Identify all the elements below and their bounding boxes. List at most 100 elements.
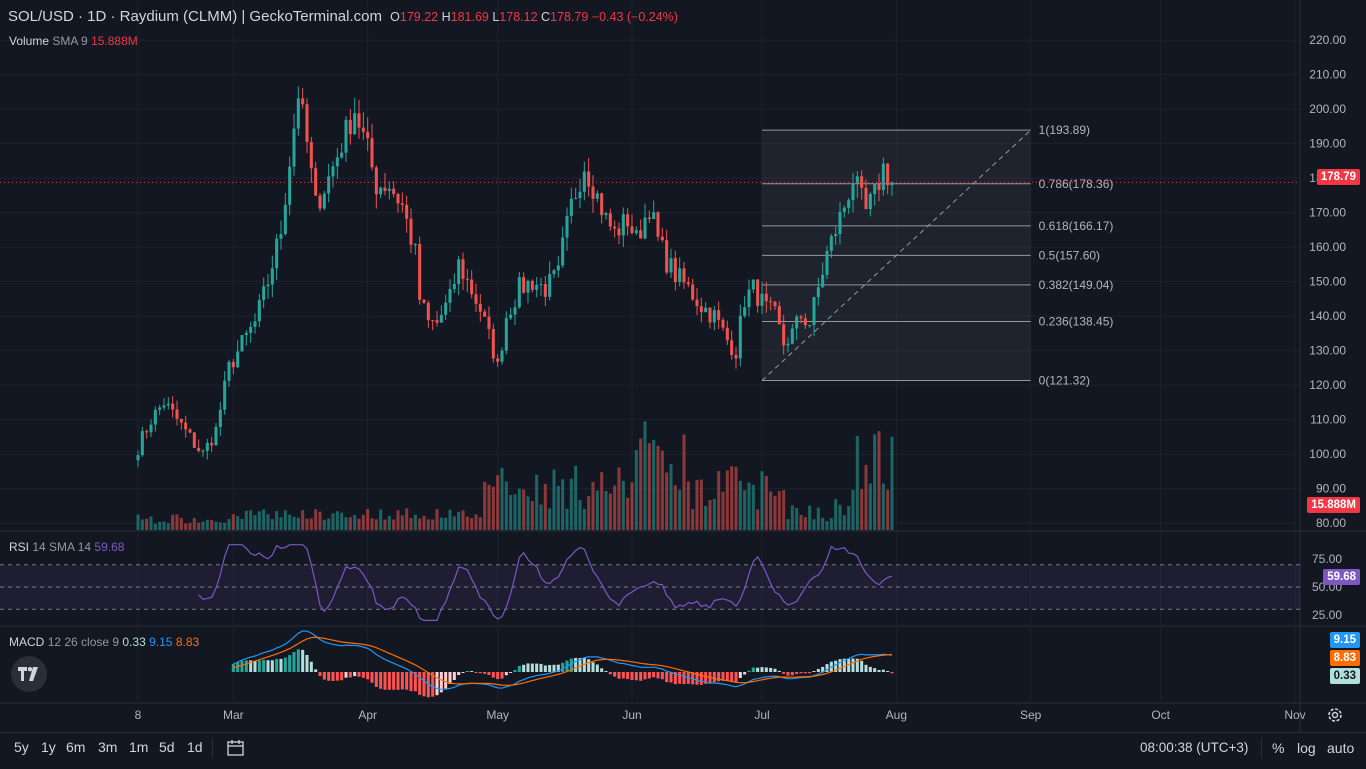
volume-bar <box>829 518 833 530</box>
timeframe-3m[interactable]: 3m <box>98 739 118 755</box>
candle-body <box>136 455 140 461</box>
volume-bar <box>231 514 235 530</box>
candle-body <box>743 307 747 316</box>
candle-body <box>868 194 872 210</box>
macd-histogram-bar <box>422 672 426 697</box>
macd-histogram-bar <box>491 672 495 678</box>
time-tick-label: Jul <box>754 708 769 722</box>
ohlc-readout: O179.22 H181.69 L178.12 C178.79 −0.43 (−… <box>390 10 678 24</box>
auto-scale-toggle[interactable]: auto <box>1327 740 1355 756</box>
candle-body <box>426 302 430 321</box>
candle-body <box>838 211 842 235</box>
chart-grid <box>0 0 1366 732</box>
candle-body <box>171 403 175 410</box>
macd-histogram-bar <box>682 672 686 685</box>
candle-body <box>305 104 309 142</box>
macd-histogram-bar <box>786 672 790 676</box>
macd-line-tag: 8.83 <box>1329 650 1360 666</box>
volume-bar <box>773 495 777 530</box>
macd-histogram-bar <box>743 672 747 675</box>
timeframe-5y[interactable]: 5y <box>14 739 29 755</box>
utc-clock[interactable]: 08:00:38 (UTC+3) <box>1140 740 1249 755</box>
candle-body <box>773 301 777 307</box>
macd-histogram-bar <box>387 672 391 690</box>
volume-bar <box>591 481 595 530</box>
volume-bar <box>647 443 651 530</box>
volume-bar <box>296 517 300 530</box>
volume-bar <box>257 511 261 530</box>
candle-body <box>487 316 491 329</box>
timeframe-5d[interactable]: 5d <box>159 739 175 755</box>
volume-bar <box>769 491 773 530</box>
candle-body <box>214 426 218 446</box>
candle-body <box>526 280 530 293</box>
candle-body <box>387 188 391 191</box>
price-tick-label: 100.00 <box>1309 447 1346 461</box>
volume-bar <box>517 488 521 530</box>
candle-body <box>188 429 192 433</box>
macd-params: 12 26 close 9 <box>47 635 120 649</box>
volume-bar <box>188 522 192 530</box>
volume-bar <box>227 519 231 530</box>
macd-histogram-bar <box>452 672 456 680</box>
log-scale-toggle[interactable]: log <box>1297 740 1316 756</box>
macd-histogram-bar <box>751 667 755 672</box>
tradingview-logo[interactable] <box>11 656 47 692</box>
percent-scale-toggle[interactable]: % <box>1272 740 1285 756</box>
timeframe-1y[interactable]: 1y <box>41 739 56 755</box>
volume-bar <box>292 516 296 530</box>
macd-histogram-bar <box>396 672 400 690</box>
rsi-legend[interactable]: RSI 14 SMA 14 59.68 <box>9 540 124 554</box>
volume-bar <box>751 484 755 530</box>
rsi-tick-label: 25.00 <box>1312 608 1342 622</box>
settings-gear-icon[interactable] <box>1326 706 1344 729</box>
candle-body <box>873 183 877 195</box>
candle-body <box>140 431 144 456</box>
candle-body <box>552 270 556 275</box>
volume-bar <box>630 482 634 530</box>
volume-legend[interactable]: Volume SMA 9 15.888M <box>9 34 138 48</box>
open-value: 179.22 <box>399 10 439 24</box>
candle-body <box>643 217 647 239</box>
candle-body <box>829 236 833 252</box>
volume-bar <box>409 517 413 530</box>
volume-bar <box>725 470 729 530</box>
volume-bar <box>301 510 305 530</box>
candle-body <box>227 361 231 381</box>
macd-legend[interactable]: MACD 12 26 close 9 0.33 9.15 8.83 <box>9 635 199 649</box>
macd-histogram-bar <box>331 672 335 681</box>
volume-bar <box>569 478 573 530</box>
candle-body <box>370 138 374 168</box>
volume-bar <box>678 489 682 530</box>
macd-histogram-bar <box>864 664 868 672</box>
volume-bar <box>253 515 257 530</box>
macd-histogram-bar <box>487 672 491 676</box>
volume-bar <box>634 450 638 530</box>
volume-bar <box>136 514 140 530</box>
timeframe-1m[interactable]: 1m <box>129 739 149 755</box>
volume-bar <box>613 485 617 530</box>
timeframe-1d[interactable]: 1d <box>187 739 203 755</box>
macd-histogram-bar <box>322 672 326 680</box>
timeframe-6m[interactable]: 6m <box>66 739 86 755</box>
fibonacci-retracement[interactable]: 1(193.89) 0.786(178.36) 0.618(166.17) 0.5(1… <box>761 123 1114 388</box>
macd-histogram-bar <box>457 672 461 675</box>
candle-body <box>210 442 214 446</box>
volume-bar <box>279 517 283 530</box>
candle-body <box>782 324 786 346</box>
macd-histogram-bar <box>712 672 716 683</box>
macd-histogram-bar <box>660 672 664 680</box>
candle-body <box>418 244 422 300</box>
symbol-header[interactable]: SOL/USD · 1D · Raydium (CLMM) | GeckoTer… <box>8 8 678 25</box>
macd-histogram-bar <box>717 672 721 682</box>
fib-level-label: 0.786(178.36) <box>1039 177 1114 191</box>
candle-body <box>686 282 690 285</box>
volume-bar <box>548 508 552 530</box>
calendar-range-icon[interactable] <box>225 738 247 763</box>
candle-body <box>890 182 894 186</box>
candle-body <box>851 183 855 201</box>
volume-bar <box>639 438 643 530</box>
volume-bar <box>530 501 534 530</box>
price-tick-label: 90.00 <box>1316 482 1346 496</box>
